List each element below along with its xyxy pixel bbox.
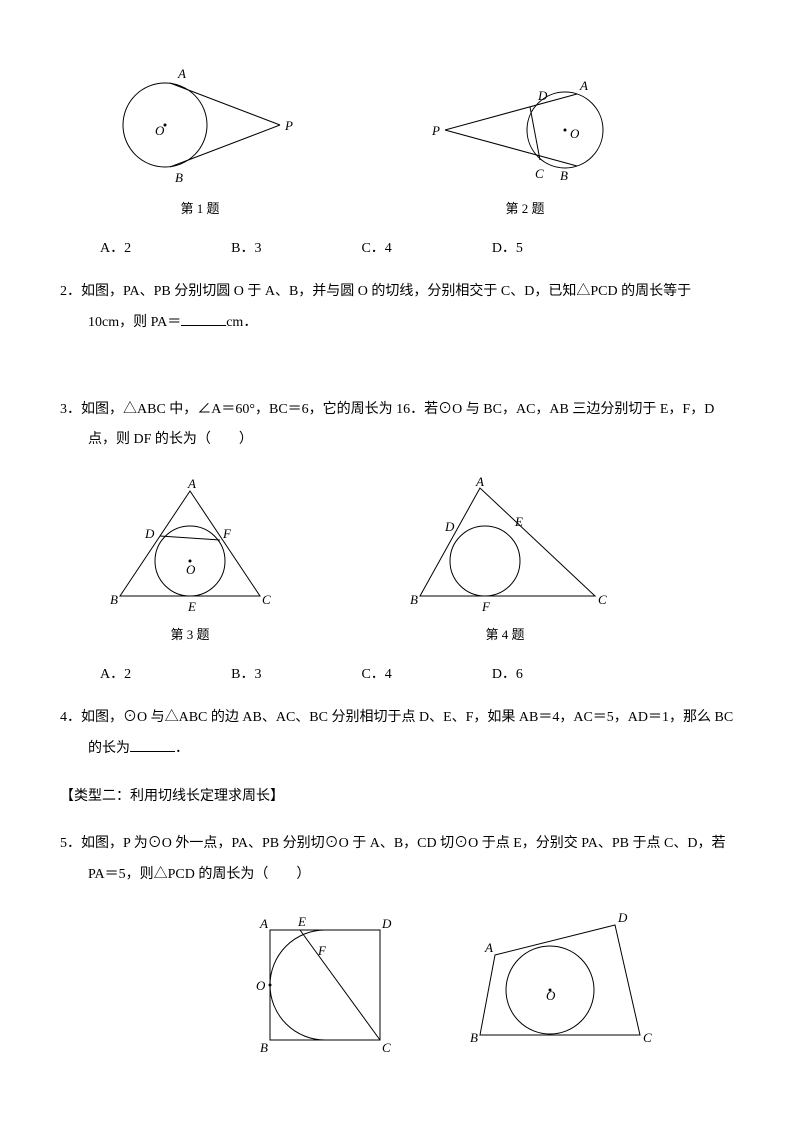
p2-blank bbox=[181, 311, 226, 326]
opt-1b: B．3 bbox=[231, 237, 261, 257]
options-1: A．2 B．3 C．4 D．5 bbox=[100, 237, 734, 257]
figure-5a: A B C D E F O bbox=[240, 910, 400, 1060]
label-F: F bbox=[317, 943, 327, 958]
label-D: D bbox=[444, 519, 455, 534]
label-E: E bbox=[297, 914, 306, 929]
problem-4: 4．如图，⊙O 与△ABC 的边 AB、AC、BC 分别相切于点 D、E、F，如… bbox=[60, 703, 734, 765]
label-O: O bbox=[570, 126, 580, 141]
label-C: C bbox=[643, 1030, 652, 1045]
label-B: B bbox=[175, 170, 183, 185]
fig1-svg: A B O P bbox=[100, 60, 300, 190]
label-C: C bbox=[382, 1040, 391, 1055]
label-A: A bbox=[187, 476, 196, 491]
opt-3c: C．4 bbox=[361, 663, 391, 683]
opt-3d: D．6 bbox=[492, 663, 523, 683]
label-A: A bbox=[484, 940, 493, 955]
opt-1a: A．2 bbox=[100, 237, 131, 257]
label-A: A bbox=[259, 916, 268, 931]
p4-blank bbox=[130, 737, 175, 752]
label-F: F bbox=[222, 526, 232, 541]
p2-text: 2．如图，PA、PB 分别切圆 O 于 A、B，并与圆 O 的切线，分别相交于 … bbox=[60, 284, 691, 330]
label-C: C bbox=[598, 592, 607, 607]
label-C: C bbox=[262, 592, 271, 607]
label-B: B bbox=[470, 1030, 478, 1045]
opt-3a: A．2 bbox=[100, 663, 131, 683]
problem-3: 3．如图，△ABC 中，∠A＝60°，BC＝6，它的周长为 16．若⊙O 与 B… bbox=[60, 395, 734, 457]
problem-5: 5．如图，P 为⊙O 外一点，PA、PB 分别切⊙O 于 A、B，CD 切⊙O … bbox=[60, 829, 734, 891]
label-O: O bbox=[186, 562, 196, 577]
label-B: B bbox=[260, 1040, 268, 1055]
fig3-svg: A B C D E F O bbox=[100, 476, 280, 616]
label-A: A bbox=[475, 476, 484, 489]
section-2-label: 【类型二：利用切线长定理求周长】 bbox=[60, 783, 734, 811]
label-D: D bbox=[144, 526, 155, 541]
fig2-svg: A B C D O P bbox=[420, 60, 630, 190]
label-P: P bbox=[284, 118, 293, 133]
p2-unit: cm． bbox=[226, 315, 257, 330]
opt-3b: B．3 bbox=[231, 663, 261, 683]
figure-4: A B C D E F 第 4 题 bbox=[400, 476, 610, 643]
p3-text: 3．如图，△ABC 中，∠A＝60°，BC＝6，它的周长为 16．若⊙O 与 B… bbox=[60, 402, 714, 448]
figure-row-1: A B O P 第 1 题 A B C D O P 第 2 题 bbox=[100, 60, 734, 217]
figure-5b: A B C D O bbox=[460, 910, 660, 1060]
figure-1: A B O P 第 1 题 bbox=[100, 60, 300, 217]
label-O: O bbox=[256, 978, 266, 993]
label-D: D bbox=[537, 88, 548, 103]
label-E: E bbox=[187, 599, 196, 614]
fig5b-svg: A B C D O bbox=[460, 910, 660, 1060]
label-O: O bbox=[546, 988, 556, 1003]
fig3-caption: 第 3 题 bbox=[170, 624, 209, 643]
label-A: A bbox=[579, 78, 588, 93]
label-D: D bbox=[381, 916, 392, 931]
label-D: D bbox=[617, 910, 628, 925]
p4-end: ． bbox=[175, 741, 189, 756]
fig2-caption: 第 2 题 bbox=[505, 198, 544, 217]
opt-1c: C．4 bbox=[361, 237, 391, 257]
label-C: C bbox=[535, 166, 544, 181]
opt-1d: D．5 bbox=[492, 237, 523, 257]
fig5a-svg: A B C D E F O bbox=[240, 910, 400, 1060]
figure-3: A B C D E F O 第 3 题 bbox=[100, 476, 280, 643]
problem-2: 2．如图，PA、PB 分别切圆 O 于 A、B，并与圆 O 的切线，分别相交于 … bbox=[60, 277, 734, 339]
fig1-caption: 第 1 题 bbox=[180, 198, 219, 217]
label-B: B bbox=[560, 168, 568, 183]
fig4-svg: A B C D E F bbox=[400, 476, 610, 616]
label-F: F bbox=[481, 599, 491, 614]
label-B: B bbox=[110, 592, 118, 607]
figure-2: A B C D O P 第 2 题 bbox=[420, 60, 630, 217]
p5-text: 5．如图，P 为⊙O 外一点，PA、PB 分别切⊙O 于 A、B，CD 切⊙O … bbox=[60, 836, 725, 882]
label-P: P bbox=[431, 123, 440, 138]
page-container: A B O P 第 1 题 A B C D O P 第 2 题 bbox=[0, 0, 794, 1110]
label-B: B bbox=[410, 592, 418, 607]
label-A: A bbox=[177, 66, 186, 81]
fig4-caption: 第 4 题 bbox=[485, 624, 524, 643]
figure-row-3: A B C D E F O A B C D O bbox=[240, 910, 734, 1060]
options-3: A．2 B．3 C．4 D．6 bbox=[100, 663, 734, 683]
label-O: O bbox=[155, 123, 165, 138]
label-E: E bbox=[514, 514, 523, 529]
figure-row-2: A B C D E F O 第 3 题 A B C D E F 第 4 题 bbox=[100, 476, 734, 643]
